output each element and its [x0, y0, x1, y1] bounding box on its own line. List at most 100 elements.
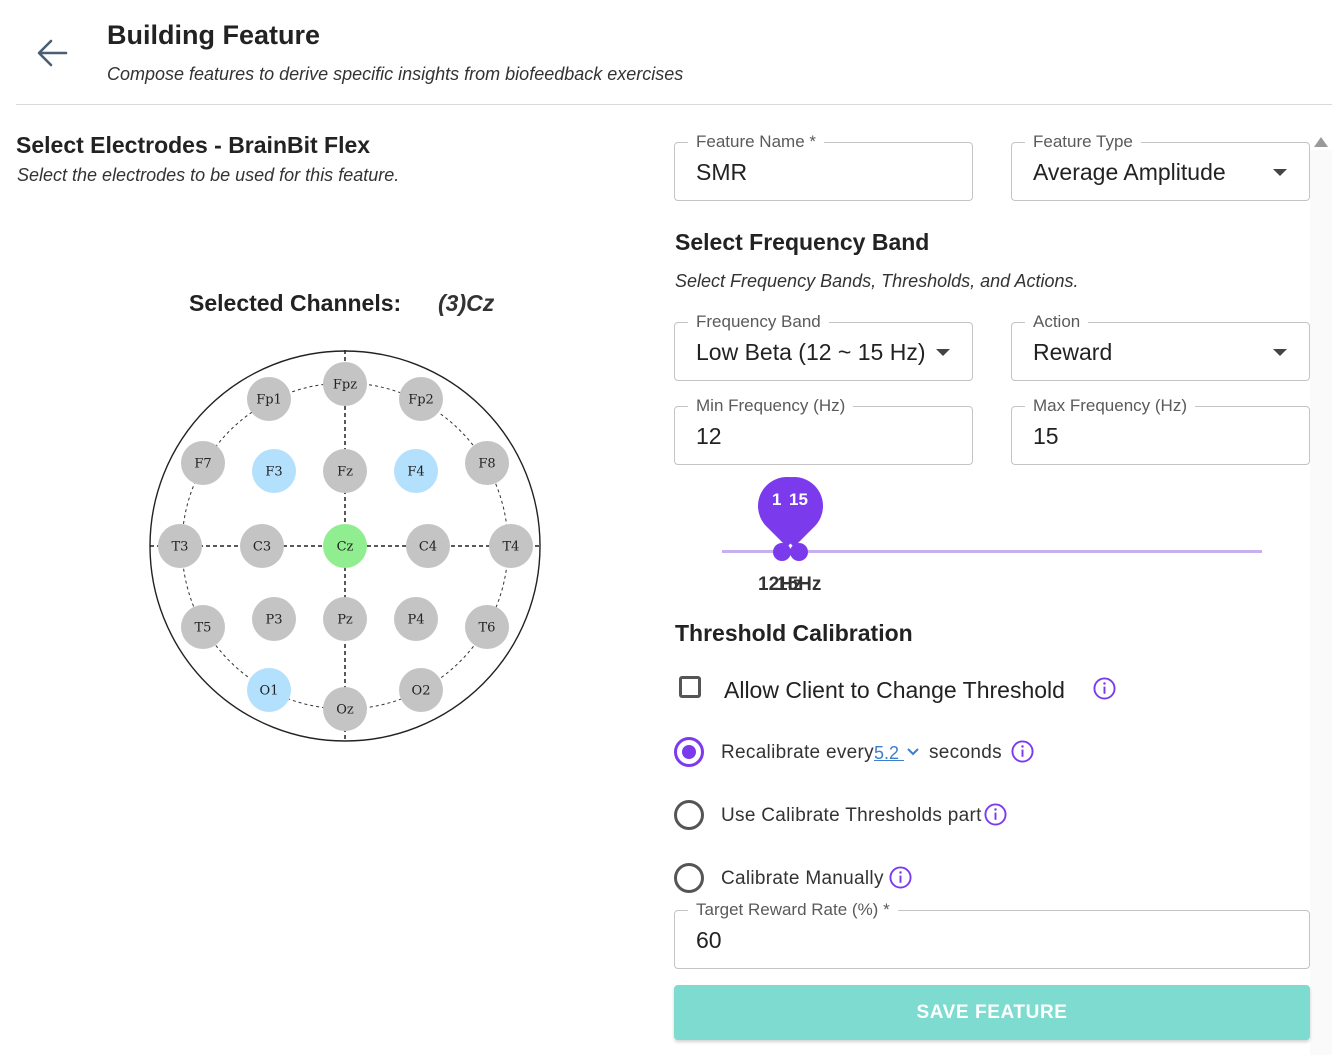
max-frequency-field[interactable]: Max Frequency (Hz) 15: [1011, 395, 1310, 465]
page-title: Building Feature: [107, 20, 321, 50]
electrode-label: F7: [194, 457, 211, 472]
frequency-band-select[interactable]: Frequency Band Low Beta (12 ~ 15 Hz): [674, 311, 973, 381]
electrode-label: Fz: [337, 465, 353, 480]
electrode-c4[interactable]: C4: [406, 524, 450, 568]
electrode-dot: [323, 524, 367, 568]
feature-name-field[interactable]: Feature Name * SMR: [674, 131, 973, 201]
electrode-label: F8: [478, 457, 495, 472]
frequency-section-subtitle: Select Frequency Bands, Thresholds, and …: [675, 271, 1079, 291]
slider-low-bubble-text: 1: [772, 490, 782, 509]
calibrate-manually-label: Calibrate Manually: [721, 868, 884, 889]
threshold-section-title: Threshold Calibration: [675, 620, 913, 646]
electrode-label: O2: [412, 684, 431, 699]
slider-high-bubble-text: 15: [789, 490, 808, 509]
recalibrate-suffix: seconds: [929, 742, 1002, 763]
electrode-f7[interactable]: F7: [181, 441, 225, 485]
electrode-fpz[interactable]: Fpz: [323, 362, 367, 406]
page-subtitle: Compose features to derive specific insi…: [107, 64, 684, 84]
feature-type-select[interactable]: Feature Type Average Amplitude: [1011, 131, 1310, 201]
electrode-label: F4: [407, 465, 424, 480]
electrodes-section-subtitle: Select the electrodes to be used for thi…: [17, 165, 400, 185]
frequency-section-title: Select Frequency Band: [675, 229, 930, 255]
frequency-band-label: Frequency Band: [688, 311, 829, 333]
info-icon[interactable]: [889, 866, 912, 889]
radio-calibrate-manually[interactable]: [674, 863, 704, 893]
electrode-t6[interactable]: T6: [465, 605, 509, 649]
electrode-fp1[interactable]: Fp1: [247, 377, 291, 421]
dropdown-caret-icon: [1273, 169, 1287, 176]
electrode-label: Pz: [337, 613, 353, 628]
electrode-cz[interactable]: Cz: [323, 524, 367, 568]
min-frequency-field[interactable]: Min Frequency (Hz) 12: [674, 395, 973, 465]
electrode-pz[interactable]: Pz: [323, 597, 367, 641]
recalibrate-interval-value: 5.2: [874, 743, 900, 763]
radio-recalibrate[interactable]: [674, 737, 704, 767]
electrode-t5[interactable]: T5: [181, 605, 225, 649]
electrode-label: Cz: [337, 540, 354, 555]
info-icon[interactable]: [1093, 677, 1116, 700]
radio-calibrate-part[interactable]: [674, 800, 704, 830]
max-frequency-label: Max Frequency (Hz): [1025, 395, 1195, 417]
arrow-left-icon: [37, 39, 68, 67]
electrode-dot: [465, 605, 509, 649]
electrode-f8[interactable]: F8: [465, 441, 509, 485]
target-reward-label: Target Reward Rate (%) *: [688, 899, 898, 921]
scroll-up-arrow-icon[interactable]: [1314, 137, 1328, 147]
electrode-o1[interactable]: O1: [247, 668, 291, 712]
electrode-dot: [399, 668, 443, 712]
slider-max-thumb[interactable]: [790, 543, 808, 561]
chevron-down-icon: [907, 748, 919, 756]
electrode-fz[interactable]: Fz: [323, 449, 367, 493]
max-frequency-value: 15: [1033, 423, 1059, 449]
electrode-fp2[interactable]: Fp2: [399, 377, 443, 421]
electrode-c3[interactable]: C3: [240, 524, 284, 568]
frequency-band-value: Low Beta (12 ~ 15 Hz): [696, 339, 926, 365]
electrode-dot: [181, 441, 225, 485]
electrode-label: T6: [479, 621, 496, 636]
selected-channels-value: (3)Cz: [438, 290, 495, 316]
electrode-dot: [394, 449, 438, 493]
electrode-p4[interactable]: P4: [394, 597, 438, 641]
electrode-oz[interactable]: Oz: [323, 687, 367, 731]
action-select[interactable]: Action Reward: [1011, 311, 1310, 381]
electrode-dot: [323, 597, 367, 641]
target-reward-field[interactable]: Target Reward Rate (%) * 60: [674, 899, 1310, 969]
electrode-label: Fp1: [256, 393, 282, 408]
electrode-p3[interactable]: P3: [252, 597, 296, 641]
electrode-label: P4: [407, 613, 424, 628]
electrode-label: C4: [419, 540, 437, 555]
electrode-label: P3: [265, 613, 282, 628]
feature-name-value: SMR: [696, 159, 748, 185]
electrode-dot: [489, 524, 533, 568]
electrode-dot: [406, 524, 450, 568]
electrode-f3[interactable]: F3: [252, 449, 296, 493]
electrode-label: O1: [260, 684, 279, 699]
electrode-label: T5: [195, 621, 212, 636]
electrodes-section-title: Select Electrodes - BrainBit Flex: [16, 132, 371, 158]
scrollbar-track[interactable]: [1310, 150, 1332, 1055]
electrode-t4[interactable]: T4: [489, 524, 533, 568]
info-icon[interactable]: [1011, 740, 1034, 763]
electrode-o2[interactable]: O2: [399, 668, 443, 712]
info-icon[interactable]: [984, 803, 1007, 826]
back-button[interactable]: [30, 34, 74, 74]
feature-name-label: Feature Name *: [688, 131, 824, 153]
recalibrate-prefix: Recalibrate every: [721, 742, 874, 763]
electrode-dot: [323, 362, 367, 406]
electrode-f4[interactable]: F4: [394, 449, 438, 493]
header-divider: [16, 104, 1332, 105]
electrode-dot: [247, 377, 291, 421]
allow-client-checkbox[interactable]: [679, 676, 701, 698]
dropdown-caret-icon: [936, 349, 950, 356]
electrode-dot: [158, 524, 202, 568]
feature-type-value: Average Amplitude: [1033, 159, 1226, 185]
slider-min-thumb[interactable]: [773, 543, 791, 561]
dropdown-caret-icon: [1273, 349, 1287, 356]
electrode-t3[interactable]: T3: [158, 524, 202, 568]
action-value: Reward: [1033, 339, 1113, 365]
frequency-range-track[interactable]: [722, 550, 1262, 553]
electrode-label: Fpz: [333, 378, 357, 393]
action-label: Action: [1025, 311, 1089, 333]
recalibrate-interval-select[interactable]: 5.2: [874, 743, 920, 764]
save-feature-button[interactable]: SAVE FEATURE: [674, 985, 1310, 1040]
